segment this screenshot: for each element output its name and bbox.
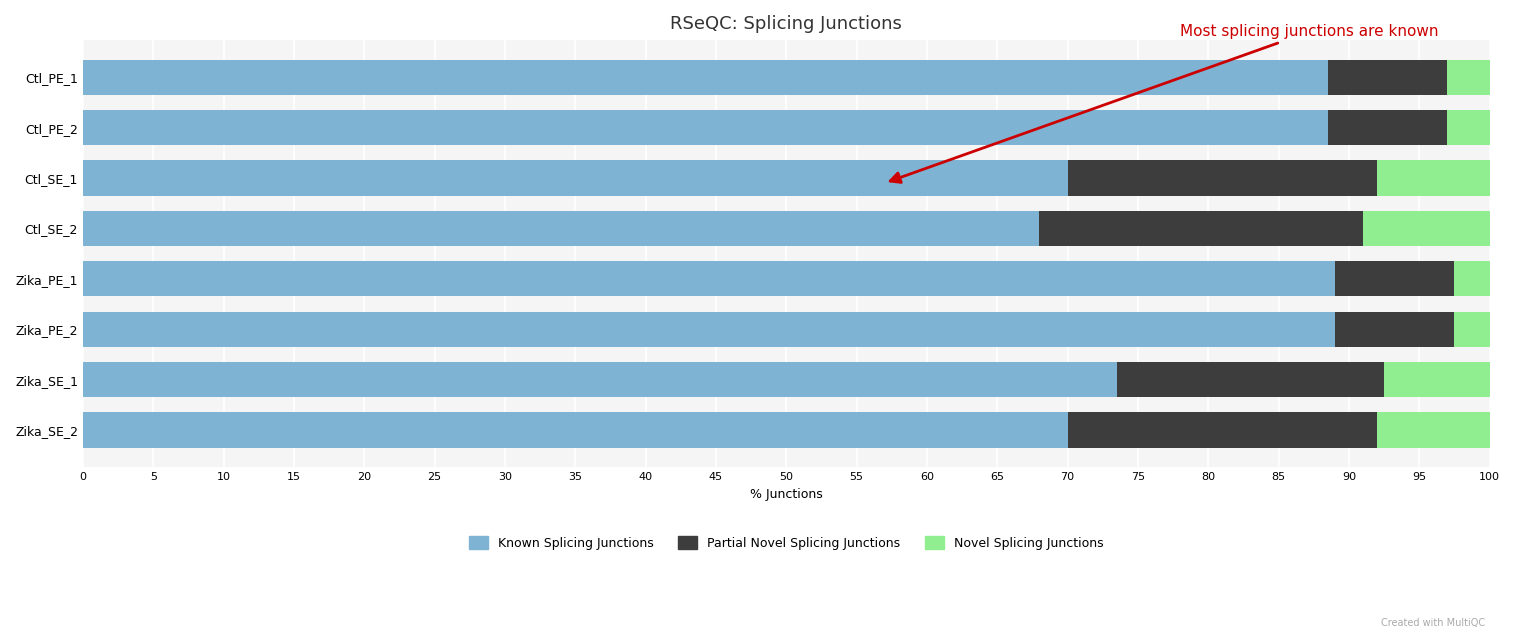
- Bar: [1039, 210, 1364, 246]
- Bar: [83, 110, 1327, 145]
- Bar: [83, 413, 1068, 448]
- Bar: [83, 362, 1117, 398]
- Bar: [83, 311, 1335, 347]
- Bar: [1327, 60, 1447, 95]
- Bar: [1327, 110, 1447, 145]
- Bar: [83, 60, 1327, 95]
- Title: RSeQC: Splicing Junctions: RSeQC: Splicing Junctions: [670, 15, 901, 33]
- Bar: [1068, 413, 1377, 448]
- Bar: [83, 160, 1068, 196]
- Bar: [1385, 362, 1489, 398]
- Bar: [1117, 362, 1385, 398]
- Bar: [1447, 60, 1489, 95]
- Bar: [1454, 261, 1489, 297]
- Bar: [1377, 160, 1489, 196]
- Text: Created with MultiQC: Created with MultiQC: [1380, 618, 1485, 628]
- X-axis label: % Junctions: % Junctions: [750, 488, 823, 501]
- Text: Most splicing junctions are known: Most splicing junctions are known: [891, 24, 1439, 183]
- Bar: [83, 261, 1335, 297]
- Bar: [1068, 160, 1377, 196]
- Bar: [1377, 413, 1489, 448]
- Bar: [1447, 110, 1489, 145]
- Bar: [1335, 311, 1454, 347]
- Legend: Known Splicing Junctions, Partial Novel Splicing Junctions, Novel Splicing Junct: Known Splicing Junctions, Partial Novel …: [464, 531, 1109, 555]
- Bar: [1335, 261, 1454, 297]
- Bar: [1454, 311, 1489, 347]
- Bar: [83, 210, 1039, 246]
- Bar: [1364, 210, 1489, 246]
